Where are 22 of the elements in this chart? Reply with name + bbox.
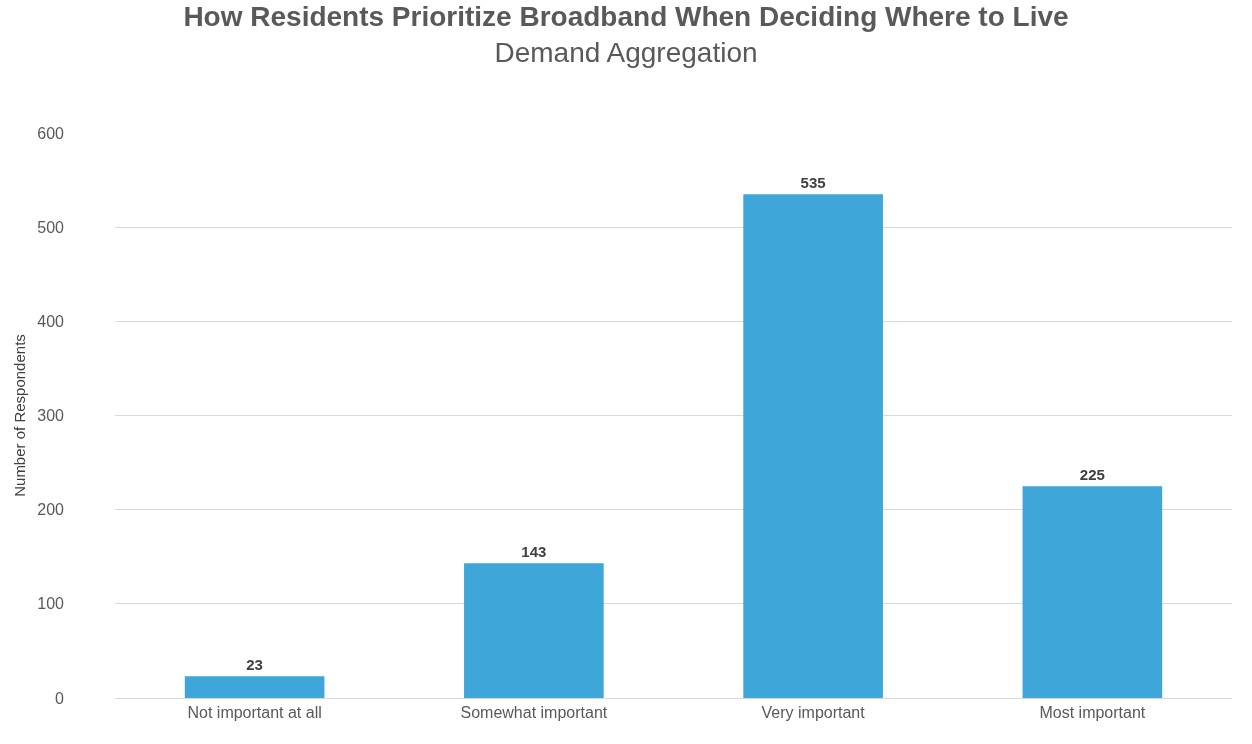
- chart-subtitle: Demand Aggregation: [494, 37, 758, 69]
- y-tick-label: 500: [37, 218, 65, 236]
- bar: [1022, 486, 1163, 698]
- y-tick-label: 0: [55, 689, 65, 707]
- x-tick-label: Somewhat important: [460, 704, 608, 722]
- chart-title: How Residents Prioritize Broadband When Deciding Where to Live: [183, 1, 1069, 33]
- bar: [184, 676, 325, 698]
- y-tick-label: 100: [37, 595, 65, 613]
- data-label: 225: [1079, 466, 1105, 484]
- data-label: 143: [521, 543, 547, 561]
- bar: [464, 563, 604, 698]
- data-label: 23: [246, 656, 263, 674]
- data-label: 535: [800, 174, 826, 192]
- x-tick-label: Very important: [761, 704, 866, 722]
- y-tick-label: 400: [37, 312, 65, 330]
- y-axis-title: Number of Respondents: [10, 334, 28, 497]
- x-tick-label: Not important at all: [187, 704, 322, 722]
- bar: [743, 194, 883, 698]
- y-tick-label: 300: [37, 407, 65, 425]
- x-tick-label: Most important: [1039, 704, 1146, 722]
- y-tick-label: 600: [37, 124, 65, 142]
- y-tick-label: 200: [37, 501, 65, 519]
